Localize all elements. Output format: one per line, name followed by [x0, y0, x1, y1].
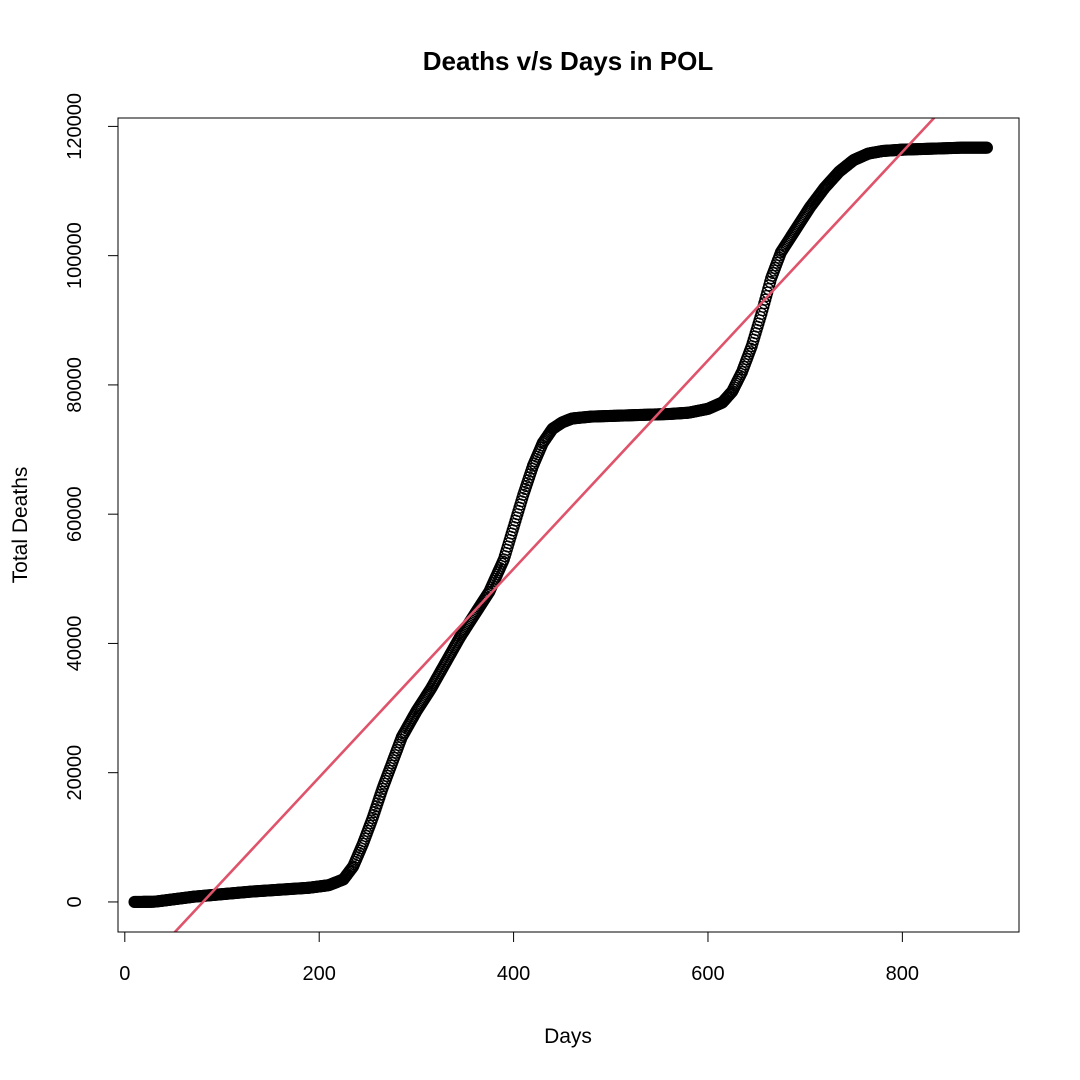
- x-tick-label: 800: [886, 963, 919, 985]
- y-tick-label: 20000: [64, 745, 86, 801]
- fit-line: [173, 118, 936, 932]
- plot-frame: [117, 117, 1020, 933]
- x-axis: 0 200 400 600 800: [119, 931, 919, 985]
- y-tick-label: 80000: [64, 357, 86, 413]
- x-axis-label: Days: [544, 1025, 592, 1048]
- x-tick-label: 200: [303, 963, 336, 985]
- x-tick-label: 0: [119, 963, 130, 985]
- y-tick-label: 0: [64, 896, 86, 907]
- x-tick-label: 600: [691, 963, 724, 985]
- fit-layer: [173, 118, 936, 932]
- points-layer: [128, 141, 993, 908]
- y-axis: 0 20000 40000 60000 80000 100000 120000: [64, 93, 119, 908]
- y-tick-label: 120000: [64, 93, 86, 160]
- chart-title: Deaths v/s Days in POL: [423, 46, 714, 76]
- y-tick-label: 100000: [64, 222, 86, 289]
- data-point: [980, 141, 993, 154]
- x-tick-label: 400: [497, 963, 530, 985]
- y-axis-label: Total Deaths: [9, 467, 32, 584]
- y-tick-label: 60000: [64, 486, 86, 542]
- y-tick-label: 40000: [64, 616, 86, 672]
